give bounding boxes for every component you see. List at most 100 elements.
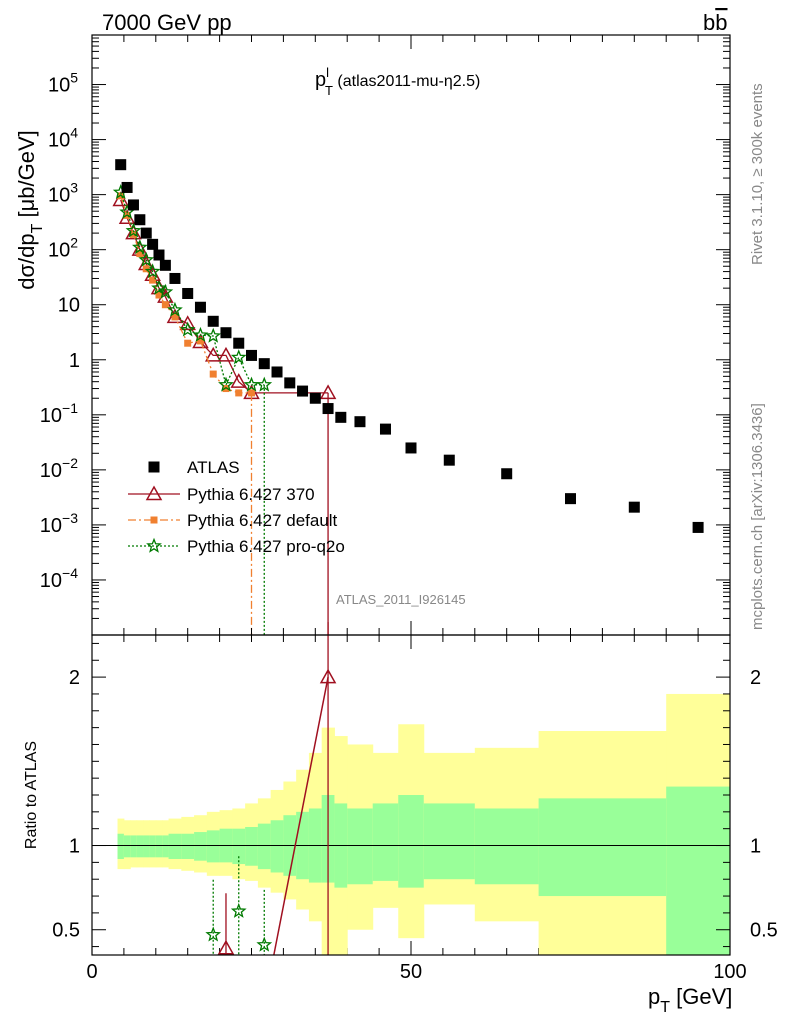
ratio-point-pq2o xyxy=(230,902,247,918)
point-atlas xyxy=(354,416,366,428)
ratio-band-inner xyxy=(168,833,182,859)
ratio-y-tick-label: 1 xyxy=(69,836,80,858)
point-pq2o xyxy=(144,263,161,279)
series-line-p370 xyxy=(120,199,329,394)
point-pq2o xyxy=(157,283,174,299)
point-atlas xyxy=(140,227,152,239)
point-p370 xyxy=(179,315,196,331)
point-atlas xyxy=(134,214,146,226)
ratio-band-inner xyxy=(181,833,195,859)
upper-y-axis-label: dσ/dpT [μb/GeV] xyxy=(14,130,46,290)
ratio-y-tick-label-right: 0.5 xyxy=(750,920,778,942)
point-pq2o xyxy=(125,222,142,238)
ratio-y-axis-label: Ratio to ATLAS xyxy=(23,741,40,849)
header-process: bb xyxy=(703,10,728,35)
ratio-band-inner xyxy=(143,835,150,858)
point-pdef xyxy=(161,301,169,309)
x-tick-label: 0 xyxy=(86,961,97,983)
ratio-band-inner xyxy=(474,808,540,885)
point-pq2o xyxy=(218,376,234,392)
point-atlas xyxy=(169,272,181,284)
analysis-id-label: ATLAS_2011_I926145 xyxy=(336,592,466,607)
point-atlas xyxy=(379,423,391,435)
ratio-band-inner xyxy=(245,827,259,866)
ratio-band-inner xyxy=(398,795,425,888)
ratio-point-p370 xyxy=(217,939,235,955)
legend-marker-pq2o xyxy=(146,537,162,553)
y-tick-label: 1 xyxy=(69,350,80,372)
y-tick-label: 103 xyxy=(48,180,78,207)
point-pdef xyxy=(248,389,255,397)
point-atlas xyxy=(220,327,232,339)
point-atlas xyxy=(121,181,133,193)
ratio-band-inner xyxy=(423,803,476,880)
ratio-band-inner xyxy=(130,835,138,858)
x-axis-label: pT [GeV] xyxy=(648,984,732,1016)
ratio-band-inner xyxy=(194,832,208,861)
point-pdef xyxy=(235,389,243,397)
legend-marker-atlas xyxy=(148,461,160,473)
y-tick-label: 102 xyxy=(48,235,78,262)
point-atlas xyxy=(405,442,417,454)
legend-label-pdef: Pythia 6.427 default xyxy=(187,511,338,530)
ratio-point-pq2o xyxy=(256,936,273,952)
point-pq2o xyxy=(138,251,155,267)
ratio-band-inner xyxy=(666,786,731,955)
point-p370 xyxy=(319,384,337,400)
y-tick-label: 10−4 xyxy=(40,565,78,592)
point-p370 xyxy=(230,373,248,388)
point-pdef xyxy=(222,385,230,393)
point-atlas xyxy=(297,385,309,397)
ratio-band-inner xyxy=(538,798,667,897)
ratio-band-inner xyxy=(155,835,163,858)
x-tick-label: 100 xyxy=(713,961,746,983)
point-atlas xyxy=(443,454,455,466)
legend-marker-p370 xyxy=(145,485,163,501)
point-pq2o xyxy=(243,376,260,392)
ratio-band-inner xyxy=(206,830,221,863)
ratio-point-pq2o xyxy=(205,926,222,942)
point-pq2o xyxy=(131,239,148,255)
ratio-band-inner xyxy=(270,820,284,873)
point-atlas xyxy=(284,377,296,389)
point-atlas xyxy=(182,287,194,299)
mcplots-label: mcplots.cern.ch [arXiv:1306.3436] xyxy=(749,403,766,630)
y-tick-label: 10−2 xyxy=(40,455,78,482)
y-tick-label: 105 xyxy=(48,70,78,97)
point-atlas xyxy=(147,238,159,250)
ratio-line-p370 xyxy=(273,676,329,956)
series-line-pq2o xyxy=(120,192,265,387)
point-atlas xyxy=(335,411,347,423)
point-pq2o xyxy=(205,327,222,343)
point-atlas xyxy=(153,249,165,261)
point-pdef xyxy=(142,265,150,273)
point-atlas xyxy=(258,358,270,370)
ratio-y-tick-label-right: 1 xyxy=(750,836,761,858)
point-pq2o xyxy=(151,279,167,295)
point-pq2o xyxy=(192,326,209,342)
point-atlas xyxy=(309,392,321,404)
point-atlas xyxy=(501,468,513,480)
point-pdef xyxy=(184,339,192,347)
y-tick-label: 10 xyxy=(58,295,80,317)
point-pdef xyxy=(196,337,204,345)
legend-marker-pdef xyxy=(150,516,158,524)
point-pdef xyxy=(149,276,157,284)
legend-label-atlas: ATLAS xyxy=(187,458,240,477)
ratio-band-inner xyxy=(372,803,399,881)
point-pq2o xyxy=(179,321,196,337)
point-atlas xyxy=(565,493,576,505)
y-tick-label: 10−1 xyxy=(40,400,78,427)
ratio-band-inner xyxy=(162,835,170,858)
point-atlas xyxy=(271,366,283,378)
header-beam: 7000 GeV pp xyxy=(102,10,232,35)
point-atlas xyxy=(233,337,245,349)
point-atlas xyxy=(246,349,257,361)
point-atlas xyxy=(322,403,334,415)
legend-label-p370: Pythia 6.427 370 xyxy=(187,485,315,504)
ratio-band-inner xyxy=(123,835,131,858)
point-atlas xyxy=(207,315,219,327)
point-atlas xyxy=(692,521,704,533)
